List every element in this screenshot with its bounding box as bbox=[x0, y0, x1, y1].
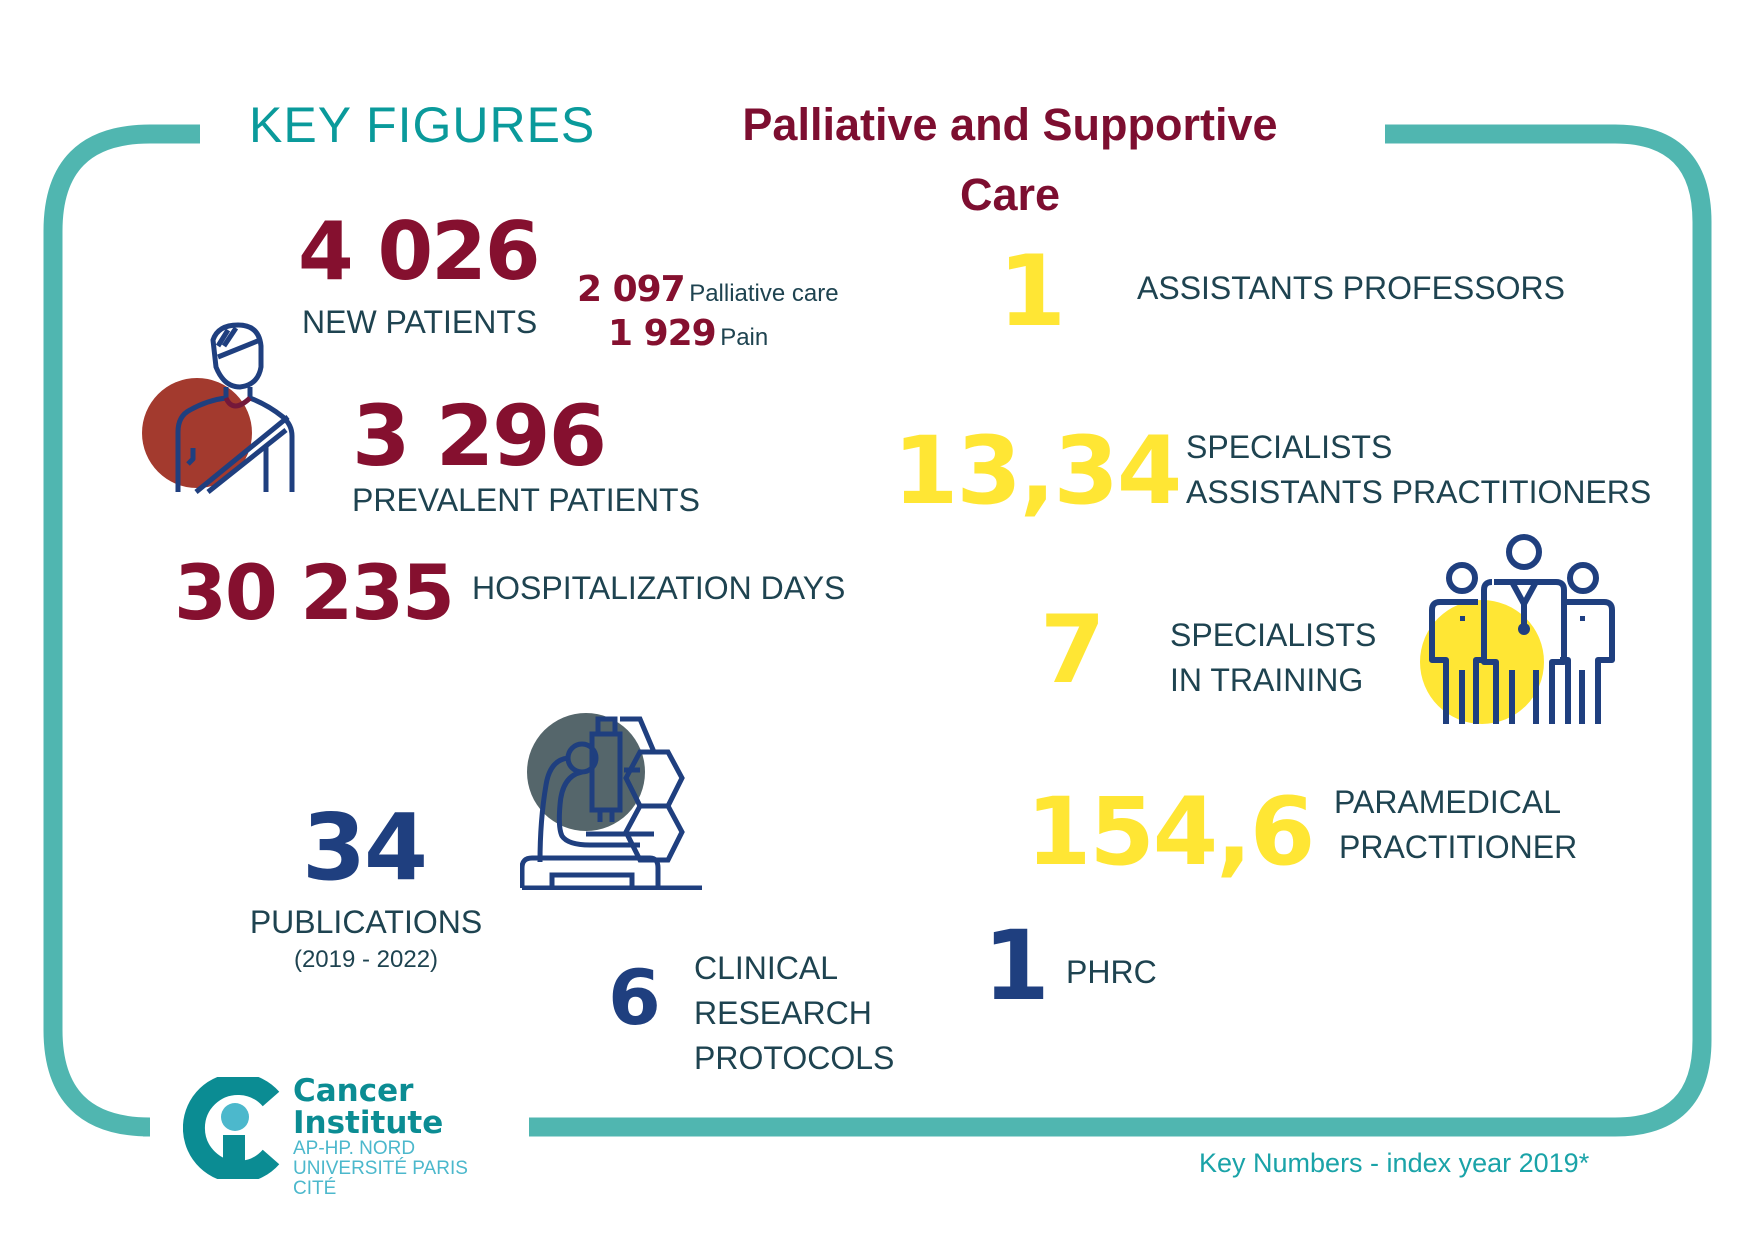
palliative-care-label: Palliative care bbox=[689, 280, 839, 307]
section-title: Palliative and Supportive Care bbox=[660, 90, 1360, 230]
publications-value: 34 bbox=[302, 794, 428, 901]
paramedical-label: PARAMEDICAL PRACTITIONER bbox=[1334, 780, 1577, 870]
breakdown-pain: 1 929 Pain bbox=[608, 316, 768, 352]
palliative-care-value: 2 097 bbox=[577, 269, 686, 310]
specialists-training-line1: SPECIALISTS bbox=[1170, 617, 1377, 653]
specialists-assistants-value: 13,34 bbox=[893, 417, 1182, 526]
specialists-training-value: 7 bbox=[1040, 596, 1105, 705]
pain-value: 1 929 bbox=[608, 313, 717, 354]
cancer-institute-logo: Cancer Institute AP-HP. NORD UNIVERSITÉ … bbox=[183, 1073, 513, 1199]
clinical-research-label: CLINICAL RESEARCH PROTOCOLS bbox=[694, 946, 894, 1081]
hospitalization-days-label: HOSPITALIZATION DAYS bbox=[472, 570, 846, 606]
specialists-assistants-line2: ASSISTANTS PRACTITIONERS bbox=[1186, 474, 1652, 510]
specialists-training-label: SPECIALISTS IN TRAINING bbox=[1170, 613, 1376, 703]
new-patients-value: 4 026 bbox=[298, 205, 541, 298]
breakdown-palliative: 2 097 Palliative care bbox=[577, 272, 839, 308]
phrc-label: PHRC bbox=[1066, 954, 1157, 990]
logo-line1: Cancer bbox=[293, 1073, 414, 1109]
hospitalization-days-value: 30 235 bbox=[174, 548, 455, 637]
section-title-line1: Palliative and Supportive bbox=[742, 99, 1278, 150]
clinical-research-line1: CLINICAL bbox=[694, 950, 839, 986]
clinical-research-line3: PROTOCOLS bbox=[694, 1040, 895, 1076]
assistant-professors-label: ASSISTANTS PROFESSORS bbox=[1137, 270, 1565, 306]
section-title-line2: Care bbox=[959, 169, 1061, 220]
phrc-value: 1 bbox=[983, 910, 1050, 1022]
specialists-assistants-line1: SPECIALISTS bbox=[1186, 429, 1393, 465]
paramedical-value: 154,6 bbox=[1026, 778, 1315, 887]
publications-block: PUBLICATIONS (2019 - 2022) bbox=[216, 900, 516, 975]
new-patients-label: NEW PATIENTS bbox=[302, 304, 538, 340]
logo-mark-icon bbox=[183, 1077, 280, 1179]
publications-label: PUBLICATIONS bbox=[249, 904, 483, 940]
clinical-research-value: 6 bbox=[608, 953, 661, 1042]
publications-period: (2019 - 2022) bbox=[293, 946, 439, 973]
paramedical-line2: PRACTITIONER bbox=[1339, 829, 1578, 865]
assistant-professors-value: 1 bbox=[998, 235, 1066, 349]
microscope-icon bbox=[520, 713, 702, 890]
pain-label: Pain bbox=[720, 324, 769, 351]
injured-patient-icon bbox=[142, 322, 295, 494]
logo-line2: Institute bbox=[293, 1105, 444, 1141]
prevalent-patients-value: 3 296 bbox=[352, 387, 607, 485]
specialists-assistants-label: SPECIALISTS ASSISTANTS PRACTITIONERS bbox=[1186, 425, 1651, 515]
key-figures-title: KEY FIGURES bbox=[249, 97, 596, 153]
paramedical-line1: PARAMEDICAL bbox=[1334, 784, 1562, 820]
specialists-training-line2: IN TRAINING bbox=[1170, 662, 1364, 698]
logo-text: Cancer Institute AP-HP. NORD UNIVERSITÉ … bbox=[293, 1075, 513, 1199]
logo-line4: UNIVERSITÉ PARIS CITÉ bbox=[293, 1158, 468, 1199]
logo-line3: AP-HP. NORD bbox=[293, 1138, 416, 1159]
footnote: Key Numbers - index year 2019* bbox=[1199, 1148, 1590, 1178]
medical-team-icon bbox=[1420, 534, 1615, 724]
prevalent-patients-label: PREVALENT PATIENTS bbox=[352, 482, 700, 518]
clinical-research-line2: RESEARCH bbox=[694, 995, 872, 1031]
